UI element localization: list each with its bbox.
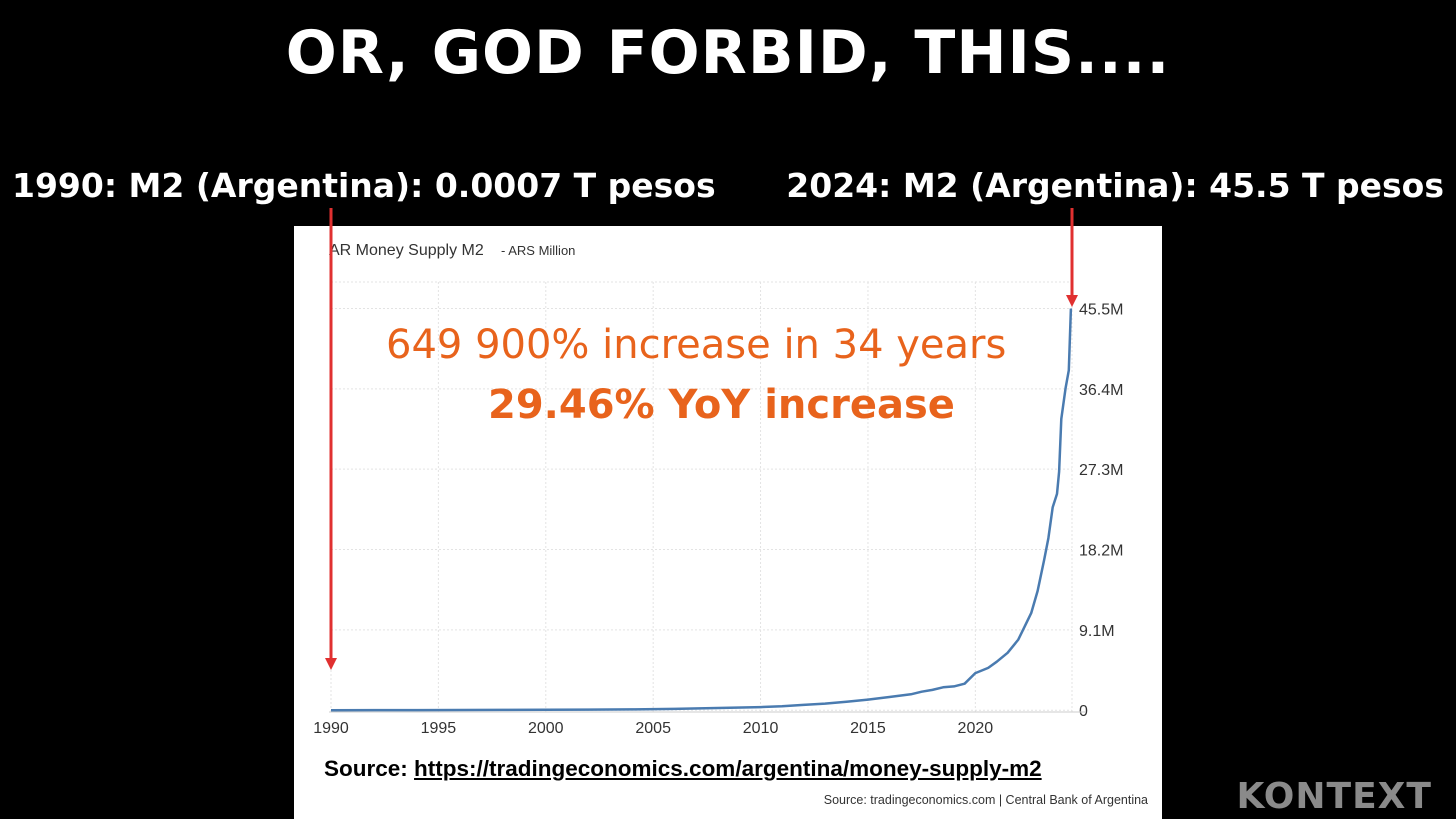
m2-chart: AR Money Supply M2- ARS Million09.1M18.2… xyxy=(313,242,1123,737)
callout-2024: 2024: M2 (Argentina): 45.5 T pesos xyxy=(786,166,1444,205)
y-tick-label: 27.3M xyxy=(1079,462,1123,479)
x-tick-label: 2015 xyxy=(850,720,886,737)
source-label: Source: xyxy=(324,756,415,781)
chart-title: AR Money Supply M2 xyxy=(329,242,484,259)
y-tick-label: 45.5M xyxy=(1079,301,1123,318)
source-line: Source: https://tradingeconomics.com/arg… xyxy=(324,756,1042,782)
increase-annotation: 649 900% increase in 34 years xyxy=(386,322,1007,368)
x-tick-label: 1990 xyxy=(313,720,349,737)
chart-subtitle: - ARS Million xyxy=(501,243,575,258)
yoy-annotation: 29.46% YoY increase xyxy=(488,382,955,428)
y-tick-label: 9.1M xyxy=(1079,623,1115,640)
x-tick-label: 2000 xyxy=(528,720,564,737)
kontext-logo: KONTEXT xyxy=(1236,776,1432,817)
x-tick-label: 1995 xyxy=(421,720,457,737)
source-credit: Source: tradingeconomics.com | Central B… xyxy=(823,793,1148,807)
x-tick-label: 2010 xyxy=(743,720,779,737)
y-tick-label: 36.4M xyxy=(1079,382,1123,399)
series-line xyxy=(330,308,1073,712)
slide-title: OR, GOD FORBID, THIS.... xyxy=(285,18,1171,88)
y-tick-label: 18.2M xyxy=(1079,543,1123,560)
source-link[interactable]: https://tradingeconomics.com/argentina/m… xyxy=(414,756,1042,781)
x-tick-label: 2020 xyxy=(958,720,994,737)
chart-panel: AR Money Supply M2- ARS Million 0 9.1M 18.2… xyxy=(294,226,1162,819)
callout-1990: 1990: M2 (Argentina): 0.0007 T pesos xyxy=(12,166,716,205)
x-tick-label: 2005 xyxy=(635,720,671,737)
